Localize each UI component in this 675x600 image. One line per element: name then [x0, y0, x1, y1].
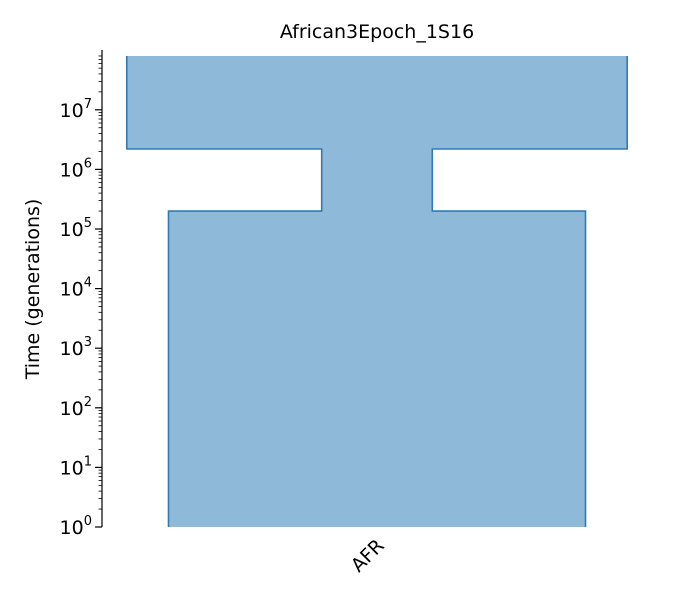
y-axis-tick-labels: 100 101 102 103 104 105 106 107	[60, 97, 92, 539]
y-tick-label: 100	[60, 514, 92, 539]
y-tick-label: 104	[60, 276, 92, 301]
y-tick-label: 106	[60, 156, 92, 181]
y-tick-label: 105	[60, 216, 92, 241]
y-tick-label: 107	[60, 97, 92, 122]
y-tick-label: 101	[60, 454, 92, 479]
y-axis-label: Time (generations)	[22, 199, 44, 381]
deme-afr-outline	[126, 56, 628, 527]
y-tick-label: 103	[60, 335, 92, 360]
chart-title: African3Epoch_1S16	[280, 21, 474, 43]
deme-afr-shape	[126, 56, 628, 527]
y-tick-label: 102	[60, 395, 92, 420]
deme-label: AFR	[347, 535, 389, 577]
y-axis-ticks	[95, 55, 102, 528]
